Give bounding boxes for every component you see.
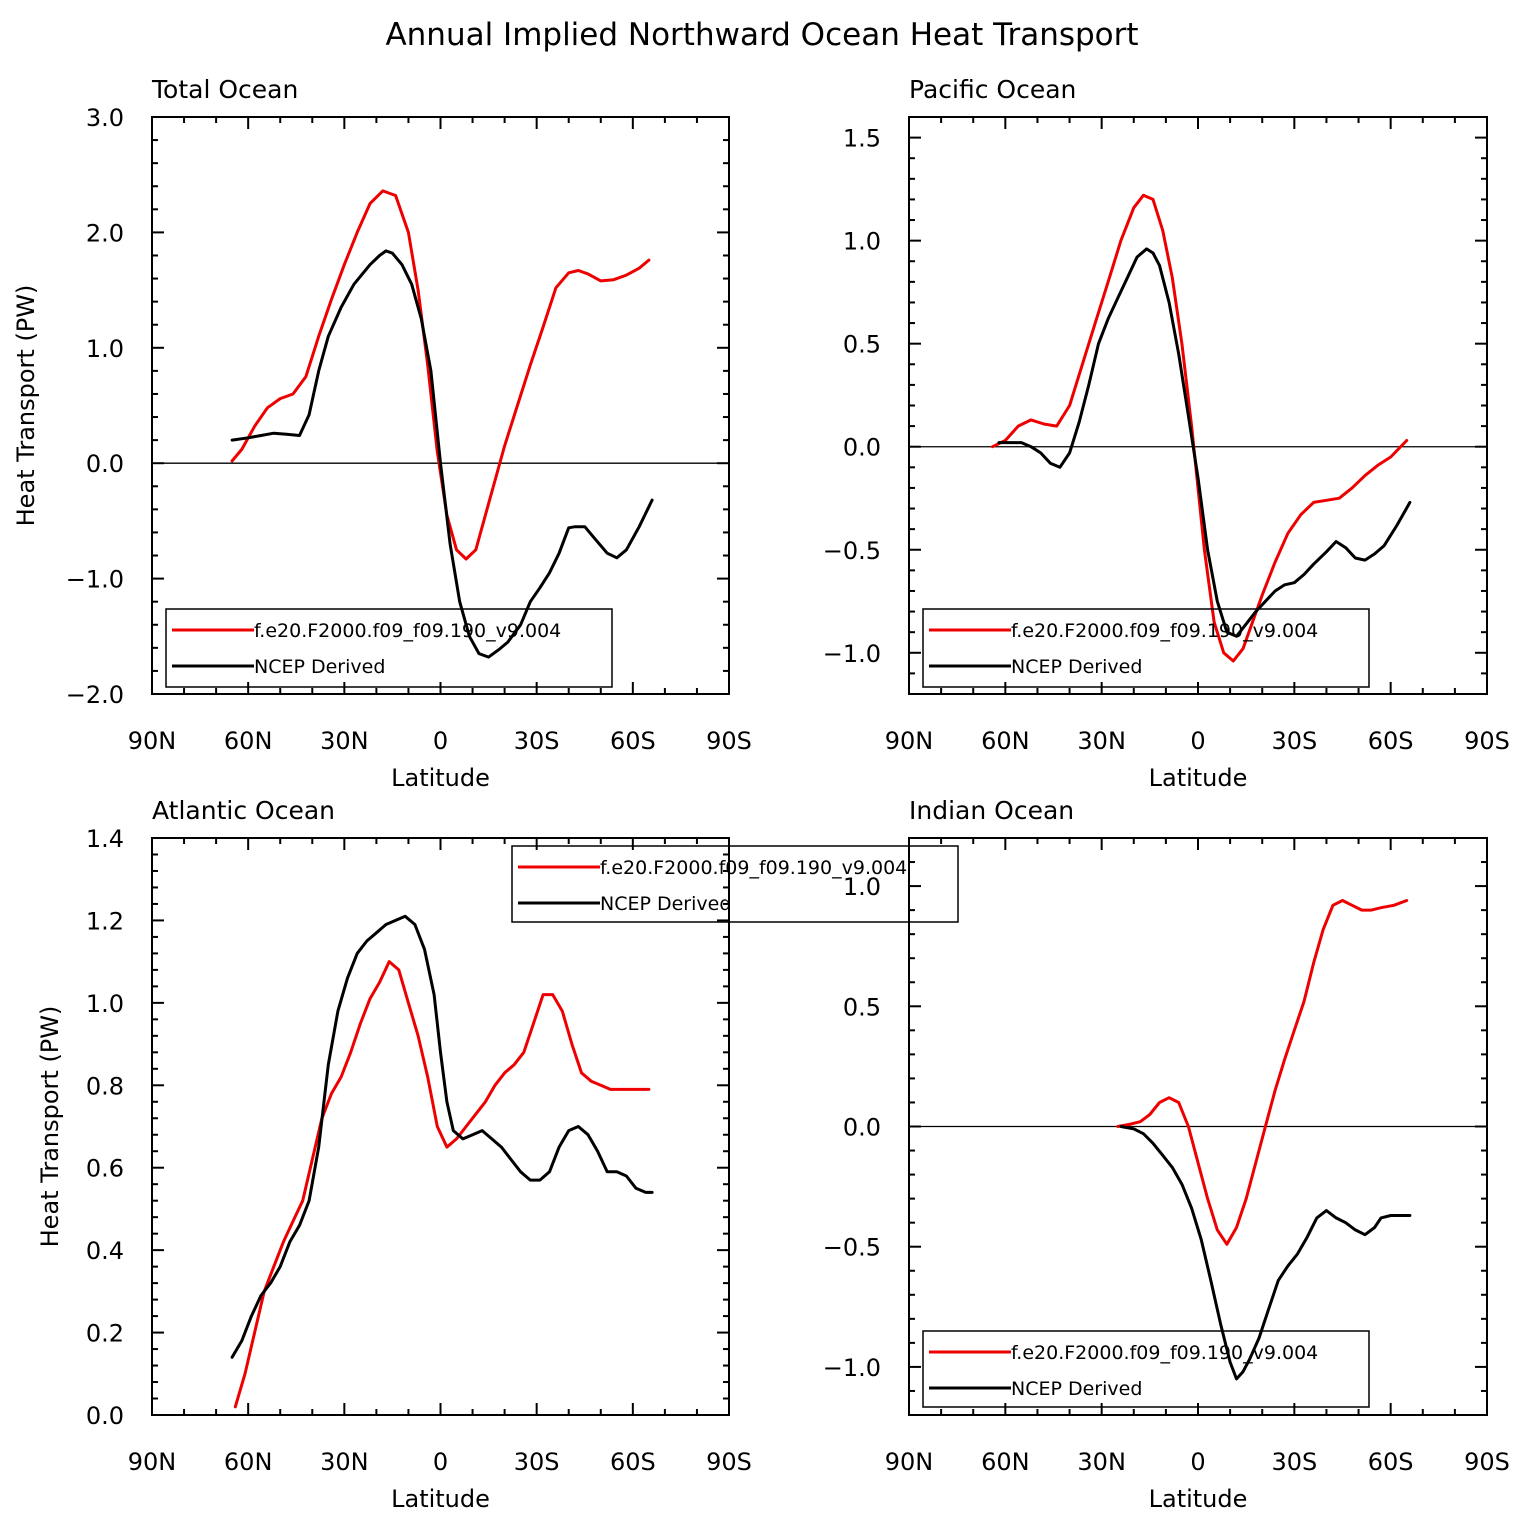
y-tick-label: −1.0 — [823, 1354, 881, 1382]
x-tick-label: 90N — [128, 1448, 177, 1476]
y-tick-label: 0.5 — [843, 331, 881, 359]
x-tick-label: 30N — [1077, 727, 1126, 755]
y-tick-label: 0.0 — [843, 1114, 881, 1142]
x-tick-label: 60S — [610, 1448, 656, 1476]
y-tick-label: 0.2 — [86, 1320, 124, 1348]
legend-box — [922, 608, 1370, 688]
x-tick-label: 0 — [1190, 1448, 1205, 1476]
x-tick-label: 0 — [433, 727, 448, 755]
panel-title: Atlantic Ocean — [152, 796, 335, 825]
x-tick-label: 90N — [885, 727, 934, 755]
legend-label: f.e20.F2000.f09_f09.190_v9.004 — [1011, 620, 1318, 642]
panel-title: Indian Ocean — [909, 796, 1074, 825]
legend: f.e20.F2000.f09_f09.190_v9.004 NCEP Deriv… — [922, 608, 1370, 688]
legend-label: NCEP Derived — [1011, 656, 1142, 678]
x-tick-label: 0 — [433, 1448, 448, 1476]
y-tick-label: 0.4 — [86, 1237, 124, 1265]
y-tick-label: 1.0 — [843, 228, 881, 256]
panel-total-ocean: Total Ocean 90N 60N 30N 0 30S 60S 90S 3.0 2.0 1.0 0… — [12, 75, 752, 792]
x-tick-label: 30N — [320, 727, 369, 755]
panel-title: Total Ocean — [151, 75, 298, 104]
x-tick-label: 30S — [1271, 1448, 1317, 1476]
plot-frame — [151, 837, 730, 1416]
x-tick-label: 30N — [1077, 1448, 1126, 1476]
y-tick-label: 1.2 — [86, 907, 124, 935]
y-axis-label: Heat Transport (PW) — [12, 285, 40, 527]
model-series-line — [1116, 899, 1409, 1246]
x-tick-label: 60S — [1368, 727, 1414, 755]
panel-pacific-ocean: Pacific Ocean 90N 60N 30N 0 30S 60S 90S 1.5 1.0 0.… — [823, 75, 1510, 792]
x-tick-label: 30S — [514, 727, 560, 755]
legend-label: f.e20.F2000.f09_f09.190_v9.004 — [254, 620, 561, 642]
legend-label: NCEP Derived — [600, 893, 731, 915]
y-tick-label: 0.0 — [86, 1402, 124, 1430]
x-axis-label: Latitude — [1149, 1485, 1248, 1513]
y-tick-label: −0.5 — [823, 537, 881, 565]
ncep-series-line — [230, 914, 654, 1359]
y-tick-label: 1.4 — [86, 825, 124, 853]
ncep-series-line — [1119, 1125, 1412, 1381]
y-tick-label: −2.0 — [66, 681, 124, 709]
x-tick-label: 90S — [706, 727, 752, 755]
y-tick-label: 0.6 — [86, 1155, 124, 1183]
panel-atlantic-ocean: Atlantic Ocean 90N 60N 30N 0 30S 60S 90S 1.4 1.2 1… — [36, 796, 959, 1513]
legend: f.e20.F2000.f09_f09.190_v9.004 NCEP Deriv… — [511, 845, 959, 923]
x-tick-label: 60N — [981, 1448, 1030, 1476]
legend-box — [511, 845, 959, 923]
panel-indian-ocean: Indian Ocean 90N 60N 30N 0 30S 60S 90S 1.0 0.5 0.0… — [823, 796, 1510, 1513]
x-tick-label: 60N — [224, 727, 273, 755]
x-tick-label: 60S — [610, 727, 656, 755]
y-tick-label: 1.0 — [86, 335, 124, 363]
x-tick-label: 60S — [1368, 1448, 1414, 1476]
x-tick-label: 30S — [1271, 727, 1317, 755]
x-tick-label: 90S — [1464, 727, 1510, 755]
plot-frame — [908, 116, 1488, 695]
x-tick-label: 90S — [706, 1448, 752, 1476]
legend-box — [922, 1330, 1370, 1408]
ncep-series-line — [230, 249, 654, 659]
x-tick-label: 90N — [885, 1448, 934, 1476]
y-tick-label: 0.5 — [843, 993, 881, 1021]
legend-label: f.e20.F2000.f09_f09.190_v9.004 — [600, 857, 907, 879]
legend-label: NCEP Derived — [254, 656, 385, 678]
x-tick-label: 90N — [128, 727, 177, 755]
x-axis-label: Latitude — [391, 764, 490, 792]
x-tick-label: 60N — [981, 727, 1030, 755]
y-tick-label: 0.8 — [86, 1072, 124, 1100]
legend-label: f.e20.F2000.f09_f09.190_v9.004 — [1011, 1342, 1318, 1364]
y-tick-label: 1.5 — [843, 125, 881, 153]
legend: f.e20.F2000.f09_f09.190_v9.004 NCEP Deriv… — [165, 608, 613, 688]
figure-title: Annual Implied Northward Ocean Heat Tran… — [385, 17, 1138, 53]
model-series-line — [230, 189, 651, 561]
legend-label: NCEP Derived — [1011, 1378, 1142, 1400]
y-tick-label: −1.0 — [66, 566, 124, 594]
y-tick-label: −1.0 — [823, 640, 881, 668]
y-tick-label: 1.0 — [843, 873, 881, 901]
y-tick-label: 1.0 — [86, 990, 124, 1018]
x-tick-label: 30N — [320, 1448, 369, 1476]
panel-title: Pacific Ocean — [909, 75, 1076, 104]
y-axis-label: Heat Transport (PW) — [36, 1006, 64, 1248]
legend-box — [165, 608, 613, 688]
legend: f.e20.F2000.f09_f09.190_v9.004 NCEP Deriv… — [922, 1330, 1370, 1408]
model-series-line — [991, 193, 1409, 663]
y-tick-label: −0.5 — [823, 1234, 881, 1262]
y-tick-label: 3.0 — [86, 104, 124, 132]
model-series-line — [233, 960, 651, 1409]
x-axis-label: Latitude — [391, 1485, 490, 1513]
y-tick-label: 0.0 — [86, 450, 124, 478]
y-tick-label: 0.0 — [843, 434, 881, 462]
x-tick-label: 30S — [514, 1448, 560, 1476]
x-tick-label: 60N — [224, 1448, 273, 1476]
x-axis-label: Latitude — [1149, 764, 1248, 792]
x-tick-label: 90S — [1464, 1448, 1510, 1476]
x-tick-label: 0 — [1190, 727, 1205, 755]
plot-frame — [151, 116, 730, 695]
y-tick-label: 2.0 — [86, 219, 124, 247]
ncep-series-line — [997, 247, 1412, 638]
